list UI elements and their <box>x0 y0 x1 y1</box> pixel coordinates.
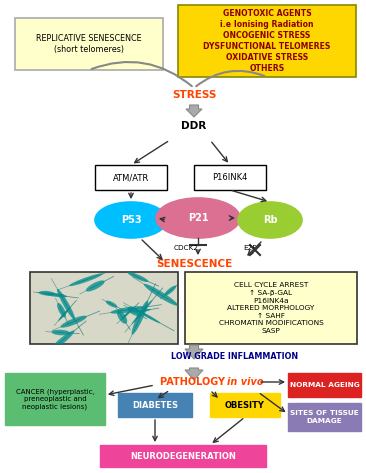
FancyBboxPatch shape <box>30 272 178 344</box>
FancyBboxPatch shape <box>95 165 167 190</box>
Ellipse shape <box>132 300 153 324</box>
FancyBboxPatch shape <box>5 373 105 425</box>
Ellipse shape <box>69 273 103 286</box>
Ellipse shape <box>111 306 145 314</box>
Ellipse shape <box>164 286 176 296</box>
Text: LOW GRADE INFLAMMATION: LOW GRADE INFLAMMATION <box>171 351 299 360</box>
Text: STRESS: STRESS <box>172 90 216 100</box>
Text: E2F: E2F <box>243 245 257 251</box>
FancyBboxPatch shape <box>288 373 361 397</box>
FancyBboxPatch shape <box>178 5 356 77</box>
Ellipse shape <box>144 284 178 306</box>
Ellipse shape <box>128 272 149 282</box>
Text: P53: P53 <box>121 215 141 225</box>
Text: P16INK4: P16INK4 <box>212 173 248 182</box>
Ellipse shape <box>58 307 71 321</box>
Ellipse shape <box>121 308 133 320</box>
Ellipse shape <box>132 307 160 323</box>
Text: PATHOLOGY: PATHOLOGY <box>160 377 228 387</box>
Ellipse shape <box>57 303 66 317</box>
Ellipse shape <box>44 293 67 298</box>
Ellipse shape <box>238 202 302 238</box>
FancyBboxPatch shape <box>288 403 361 431</box>
Ellipse shape <box>135 309 151 313</box>
Text: SENESCENCE: SENESCENCE <box>156 259 232 269</box>
Ellipse shape <box>117 311 127 324</box>
Text: SITES OF TISSUE
DAMAGE: SITES OF TISSUE DAMAGE <box>290 410 359 424</box>
Ellipse shape <box>106 301 117 307</box>
Text: GENOTOXIC AGENTS
i.e Ionising Radiation
ONCOGENIC STRESS
DYSFUNCTIONAL TELOMERES: GENOTOXIC AGENTS i.e Ionising Radiation … <box>203 9 331 73</box>
Text: DIABETES: DIABETES <box>132 401 178 410</box>
Text: DDR: DDR <box>182 121 207 131</box>
FancyBboxPatch shape <box>15 18 163 70</box>
Text: OBESITY: OBESITY <box>225 401 265 410</box>
Text: CANCER (hyperplastic,
preneoplastic and
neoplastic lesions): CANCER (hyperplastic, preneoplastic and … <box>16 388 94 410</box>
Ellipse shape <box>95 202 167 238</box>
FancyBboxPatch shape <box>118 393 192 417</box>
FancyBboxPatch shape <box>194 165 266 190</box>
Text: CDCK2: CDCK2 <box>173 245 198 251</box>
Text: NORMAL AGEING: NORMAL AGEING <box>290 382 359 388</box>
Ellipse shape <box>60 315 87 328</box>
FancyBboxPatch shape <box>100 445 266 467</box>
Text: REPLICATIVE SENESCENCE
(short telomeres): REPLICATIVE SENESCENCE (short telomeres) <box>36 34 142 54</box>
Ellipse shape <box>86 280 105 291</box>
Ellipse shape <box>39 291 55 296</box>
FancyArrow shape <box>186 105 202 117</box>
Text: P21: P21 <box>188 213 208 223</box>
Ellipse shape <box>50 331 74 351</box>
FancyArrow shape <box>185 345 203 359</box>
Ellipse shape <box>132 301 148 335</box>
FancyArrow shape <box>185 368 203 380</box>
Text: in vivo: in vivo <box>227 377 263 387</box>
Ellipse shape <box>52 330 70 335</box>
Text: Rb: Rb <box>263 215 277 225</box>
Text: CELL CYCLE ARREST
↑ SA-β-GAL
P16INK4a
ALTERED MORPHOLOGY
↑ SAHF
CHROMATIN MODIFI: CELL CYCLE ARREST ↑ SA-β-GAL P16INK4a AL… <box>219 282 324 333</box>
Text: ATM/ATR: ATM/ATR <box>113 173 149 182</box>
Ellipse shape <box>128 307 141 316</box>
FancyBboxPatch shape <box>185 272 357 344</box>
Ellipse shape <box>156 198 240 238</box>
FancyBboxPatch shape <box>210 393 280 417</box>
Ellipse shape <box>57 289 75 320</box>
Text: NEURODEGENERATION: NEURODEGENERATION <box>130 452 236 461</box>
